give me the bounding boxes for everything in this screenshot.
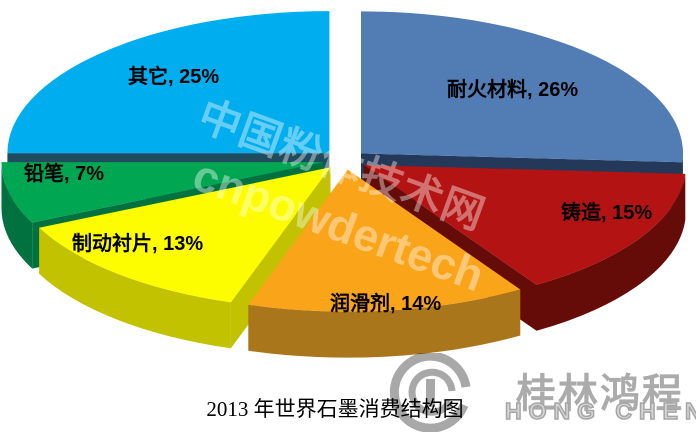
pie-slice-0 xyxy=(361,11,684,163)
pie-slice-1-wall xyxy=(536,173,686,331)
pie-slice-3 xyxy=(39,167,331,303)
pie-slice-1 xyxy=(363,164,686,285)
pie-slice-2-wall xyxy=(248,289,521,358)
slice-label-0: 耐火材料, 26% xyxy=(447,79,579,101)
slice-label-1: 铸造, 15% xyxy=(561,202,653,224)
pie-slice-4 xyxy=(1,162,324,223)
slice-label-2: 润滑剂, 14% xyxy=(330,293,442,315)
slice-label-3: 制动衬片, 13% xyxy=(72,233,204,255)
pie-slice-5 xyxy=(7,11,330,154)
slice-label-4: 铅笔, 7% xyxy=(24,163,105,185)
pie-slice-3-wall xyxy=(39,227,231,349)
slice-label-5: 其它, 25% xyxy=(128,66,220,88)
chart-title: 2013 年世界石墨消费结构图 xyxy=(206,397,464,421)
pie-slice-4-wall xyxy=(1,162,33,269)
pie-slice-2 xyxy=(248,169,521,312)
